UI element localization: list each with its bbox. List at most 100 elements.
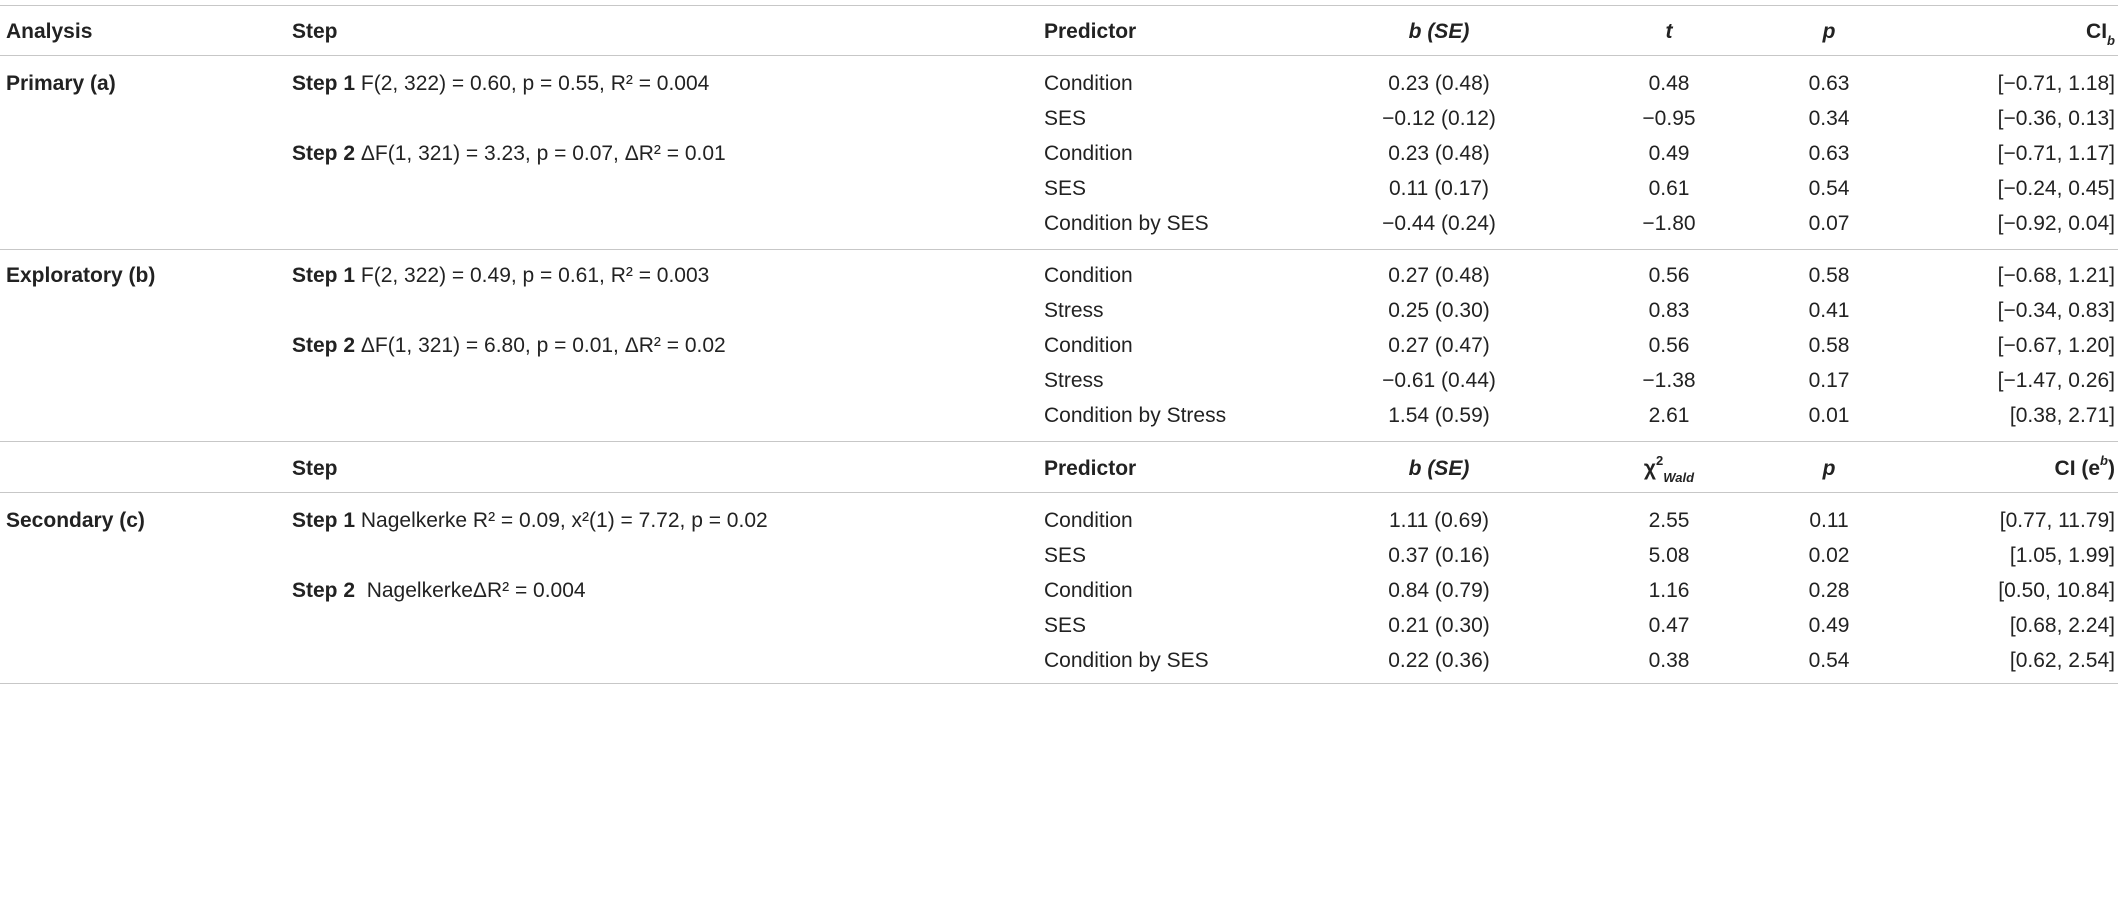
b-se: 0.37 (0.16) <box>1388 544 1490 567</box>
predictor: Stress <box>1044 369 1104 392</box>
table-row: Condition by SES −0.44 (0.24) −1.80 0.07… <box>0 206 2118 241</box>
ci-value: [1.05, 1.99] <box>2009 544 2115 567</box>
ci-value: [0.77, 11.79] <box>1999 509 2115 532</box>
predictor: Condition <box>1044 264 1133 287</box>
predictor: SES <box>1044 614 1087 637</box>
step-label: Step 1 <box>292 264 356 287</box>
step-stat-text: ΔF(1, 321) = 6.80, p = 0.01, ΔR² = 0.02 <box>360 334 726 357</box>
subheader-row: Step Predictor b (SE) χ2 Wald p CI (eb) <box>0 451 2118 486</box>
table-row: Primary (a) Step 1 F(2, 322) = 0.60, p =… <box>0 66 2118 101</box>
table-row: SES 0.37 (0.16) 5.08 0.02 [1.05, 1.99] <box>0 538 2118 573</box>
col-header-ci: CIb <box>2086 14 2115 49</box>
step-label: Step 2 <box>292 142 356 165</box>
table-row: Condition by Stress 1.54 (0.59) 2.61 0.0… <box>0 398 2118 433</box>
step-stat-text: ΔF(1, 321) = 3.23, p = 0.07, ΔR² = 0.01 <box>360 142 726 165</box>
col-header-predictor: Predictor <box>1044 457 1137 480</box>
col-header-ci-exp: CI (eb) <box>2055 451 2115 486</box>
ci-value: [−0.71, 1.18] <box>1997 72 2115 95</box>
step-label: Step 1 <box>292 72 356 95</box>
ci-value: [−0.36, 0.13] <box>1997 107 2115 130</box>
t-value: −0.95 <box>1642 107 1696 130</box>
step-stat: Step 1 F(2, 322) = 0.60, p = 0.55, R² = … <box>292 66 709 101</box>
b-se: 1.54 (0.59) <box>1388 404 1490 427</box>
t-value: −1.38 <box>1642 369 1696 392</box>
p-value: 0.49 <box>1808 614 1850 637</box>
p-value: 0.34 <box>1808 107 1850 130</box>
t-value: 0.56 <box>1648 264 1690 287</box>
step-stat: Step 2 ΔF(1, 321) = 3.23, p = 0.07, ΔR² … <box>292 136 726 171</box>
step-stat-text: F(2, 322) = 0.60, p = 0.55, R² = 0.004 <box>360 72 710 95</box>
t-value: 0.83 <box>1648 299 1690 322</box>
predictor: Condition by SES <box>1044 212 1209 235</box>
p-value: 0.41 <box>1808 299 1850 322</box>
b-se: 0.27 (0.48) <box>1388 264 1490 287</box>
t-value: 0.61 <box>1648 177 1690 200</box>
predictor: SES <box>1044 544 1087 567</box>
chi-subscript: Wald <box>1663 470 1695 486</box>
p-value: 0.54 <box>1808 177 1850 200</box>
ci-value: [0.50, 10.84] <box>1998 579 2115 602</box>
ci-value: [−0.68, 1.21] <box>1997 264 2115 287</box>
header-row: Analysis Step Predictor b (SE) t p CIb <box>0 14 2118 49</box>
section-rule <box>0 441 2118 442</box>
subheader-rule <box>0 492 2118 493</box>
chi-symbol: χ <box>1643 457 1657 480</box>
ci-value: [0.62, 2.54] <box>2009 649 2115 672</box>
b-se: 0.23 (0.48) <box>1388 142 1490 165</box>
b-se: 0.11 (0.17) <box>1388 177 1489 200</box>
p-value: 0.17 <box>1808 369 1850 392</box>
predictor: Condition <box>1044 142 1133 165</box>
ci-exp-label: CI (e <box>2054 457 2101 480</box>
chi-value: 2.55 <box>1648 509 1690 532</box>
b-se: −0.44 (0.24) <box>1382 212 1496 235</box>
ci-value: [0.68, 2.24] <box>2009 614 2115 637</box>
step-stat: Step 2 ΔF(1, 321) = 6.80, p = 0.01, ΔR² … <box>292 328 726 363</box>
t-value: 2.61 <box>1648 404 1690 427</box>
predictor: Condition by Stress <box>1044 404 1227 427</box>
col-header-p: p <box>1822 20 1836 43</box>
predictor: SES <box>1044 177 1087 200</box>
header-rule <box>0 55 2118 56</box>
step-label: Step 2 <box>292 334 356 357</box>
table-row: Step 2 NagelkerkeΔR² = 0.004 Condition 0… <box>0 573 2118 608</box>
col-header-p: p <box>1822 457 1836 480</box>
analysis-label: Secondary (c) <box>6 509 145 532</box>
col-header-b-se: b (SE) <box>1408 20 1470 43</box>
b-se: 0.22 (0.36) <box>1388 649 1490 672</box>
col-header-t: t <box>1665 20 1673 43</box>
t-value: 0.56 <box>1648 334 1690 357</box>
col-header-step: Step <box>292 20 338 43</box>
t-value: −1.80 <box>1642 212 1696 235</box>
b-se: 0.27 (0.47) <box>1388 334 1490 357</box>
step-stat: Step 1 Nagelkerke R² = 0.09, x²(1) = 7.7… <box>292 503 768 538</box>
p-value: 0.58 <box>1808 264 1850 287</box>
ci-value: [0.38, 2.71] <box>2009 404 2115 427</box>
step-stat: Step 1 F(2, 322) = 0.49, p = 0.61, R² = … <box>292 258 709 293</box>
ci-value: [−0.92, 0.04] <box>1997 212 2115 235</box>
chi-value: 5.08 <box>1648 544 1690 567</box>
predictor: SES <box>1044 107 1087 130</box>
ci-exp-close: ) <box>2108 457 2115 480</box>
p-value: 0.63 <box>1808 142 1850 165</box>
col-header-predictor: Predictor <box>1044 20 1137 43</box>
bottom-rule <box>0 683 2118 684</box>
table-row: Secondary (c) Step 1 Nagelkerke R² = 0.0… <box>0 503 2118 538</box>
table-row: Stress 0.25 (0.30) 0.83 0.41 [−0.34, 0.8… <box>0 293 2118 328</box>
table-row: SES −0.12 (0.12) −0.95 0.34 [−0.36, 0.13… <box>0 101 2118 136</box>
chi-superscript: 2 <box>1656 453 1664 468</box>
ci-subscript: b <box>2107 33 2115 49</box>
t-value: 0.49 <box>1648 142 1690 165</box>
table-row: Exploratory (b) Step 1 F(2, 322) = 0.49,… <box>0 258 2118 293</box>
step-label: Step 1 <box>292 509 356 532</box>
ci-value: [−0.71, 1.17] <box>1997 142 2115 165</box>
ci-value: [−1.47, 0.26] <box>1997 369 2115 392</box>
ci-label: CI <box>2086 20 2108 43</box>
ci-value: [−0.34, 0.83] <box>1997 299 2115 322</box>
step-stat-text: NagelkerkeΔR² = 0.004 <box>366 579 586 602</box>
predictor: Condition by SES <box>1044 649 1209 672</box>
predictor: Condition <box>1044 72 1133 95</box>
table-row: Step 2 ΔF(1, 321) = 6.80, p = 0.01, ΔR² … <box>0 328 2118 363</box>
b-se: −0.12 (0.12) <box>1382 107 1496 130</box>
analysis-label: Exploratory (b) <box>6 264 156 287</box>
col-header-analysis: Analysis <box>6 20 93 43</box>
